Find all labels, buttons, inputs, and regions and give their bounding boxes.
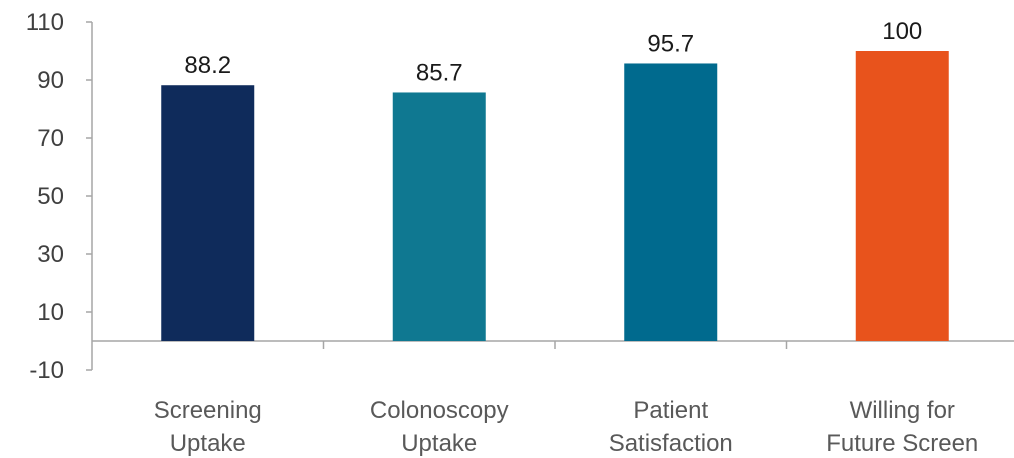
y-tick-label: -10: [29, 357, 64, 384]
bar: [392, 92, 486, 341]
y-tick-label: 70: [37, 125, 64, 152]
bar: [624, 63, 718, 341]
category-label: Colonoscopy: [370, 397, 509, 424]
y-axis: -10 10 30 50 70 90 110: [26, 9, 93, 384]
bar: [855, 51, 949, 341]
bar-value-label: 100: [882, 18, 922, 45]
category-label: Satisfaction: [609, 430, 733, 457]
y-tick-label: 30: [37, 241, 64, 268]
category-label: Uptake: [401, 430, 477, 457]
category-label: Future Screen: [826, 430, 978, 457]
x-axis: [92, 340, 1014, 349]
bar-value-label: 85.7: [416, 59, 463, 86]
category-label: Patient: [633, 397, 708, 424]
category-label: Uptake: [170, 430, 246, 457]
y-tick-label: 50: [37, 183, 64, 210]
y-tick-label: 110: [26, 9, 64, 36]
category-label: Screening: [154, 397, 262, 424]
y-tick-label: 10: [37, 299, 64, 326]
bar-value-label: 88.2: [184, 52, 231, 79]
category-label: Willing for: [850, 397, 955, 424]
bar-value-label: 95.7: [647, 30, 694, 57]
y-tick-label: 90: [37, 67, 64, 94]
bars: [161, 51, 949, 341]
category-labels: Screening Uptake Colonoscopy Uptake Patient S…: [154, 397, 979, 457]
bar: [161, 85, 255, 341]
data-labels: 88.2 85.7 95.7 100: [184, 18, 922, 86]
